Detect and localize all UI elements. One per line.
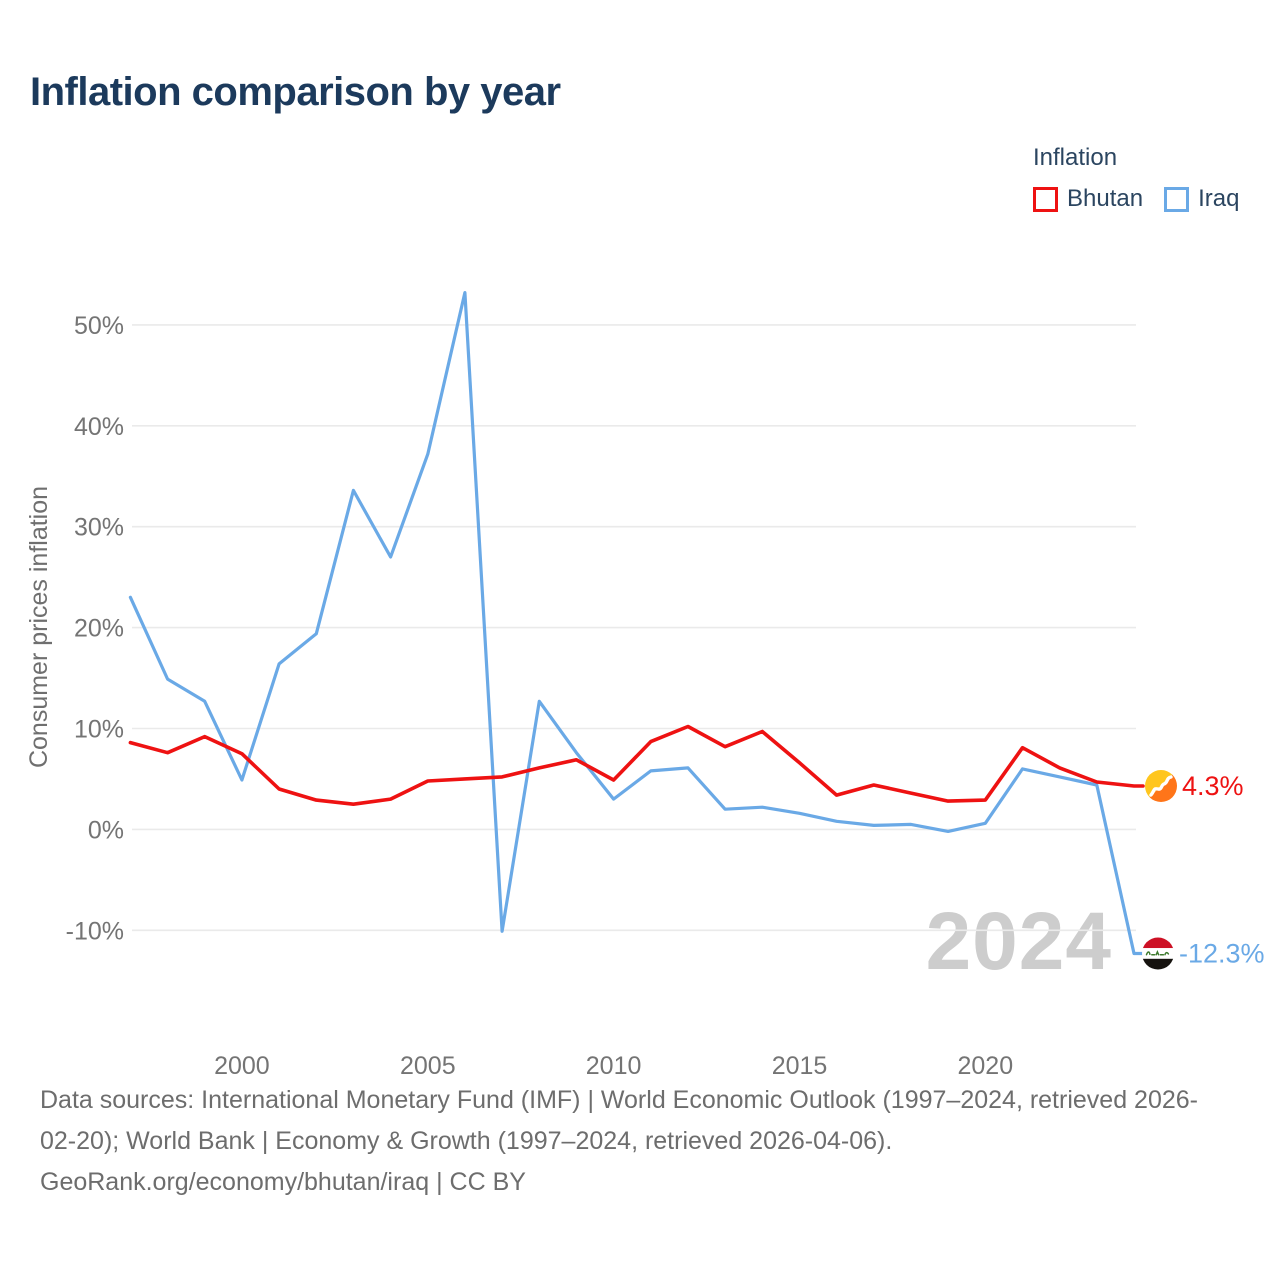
legend-title: Inflation xyxy=(1033,144,1118,171)
y-tick-label: 20% xyxy=(74,615,124,643)
y-tick-label: 0% xyxy=(88,816,124,844)
legend-items: Bhutan Iraq xyxy=(1033,185,1248,213)
gridlines xyxy=(132,324,1136,932)
x-tick-label: 2020 xyxy=(957,1052,1013,1080)
watermark-year: 2024 xyxy=(926,896,1112,987)
x-tick-label: 2005 xyxy=(400,1052,456,1080)
legend: Inflation Bhutan Iraq xyxy=(1033,144,1248,213)
iraq-flag-icon xyxy=(1142,937,1174,970)
y-tick-label: 40% xyxy=(74,413,124,441)
x-tick-label: 2000 xyxy=(214,1052,270,1080)
bhutan-end-value: 4.3% xyxy=(1182,771,1244,801)
iraq-end-label: -12.3% xyxy=(1142,937,1265,970)
footer-line-3: GeoRank.org/economy/bhutan/iraq | CC BY xyxy=(40,1168,526,1196)
legend-item-bhutan[interactable]: Bhutan xyxy=(1033,185,1143,213)
y-axis-ticks: -10% 0% 10% 20% 30% 40% 50% xyxy=(66,312,124,945)
footer-line-1: Data sources: International Monetary Fun… xyxy=(40,1086,1198,1114)
y-tick-label: 10% xyxy=(74,716,124,744)
bhutan-end-label: 4.3% xyxy=(1145,770,1244,802)
y-axis-title: Consumer prices inflation xyxy=(25,486,53,768)
chart-title: Inflation comparison by year xyxy=(30,70,561,114)
bhutan-swatch-icon xyxy=(1033,186,1058,212)
y-tick-label: 30% xyxy=(74,514,124,542)
bhutan-line[interactable] xyxy=(128,724,1145,807)
footer-attribution: Data sources: International Monetary Fun… xyxy=(40,1080,1250,1203)
bhutan-flag-icon xyxy=(1145,770,1177,802)
x-axis-ticks: 2000 2005 2010 2015 2020 xyxy=(214,1052,1013,1080)
x-tick-label: 2010 xyxy=(586,1052,642,1080)
y-tick-label: 50% xyxy=(74,312,124,340)
legend-item-iraq[interactable]: Iraq xyxy=(1164,185,1239,213)
legend-label-iraq: Iraq xyxy=(1198,185,1240,212)
iraq-line[interactable] xyxy=(128,291,1145,956)
y-tick-label: -10% xyxy=(66,917,124,945)
iraq-end-value: -12.3% xyxy=(1179,939,1265,969)
iraq-swatch-icon xyxy=(1164,186,1190,212)
legend-label-bhutan: Bhutan xyxy=(1067,185,1144,212)
footer-line-2: 02-20); World Bank | Economy & Growth (1… xyxy=(40,1127,893,1155)
x-tick-label: 2015 xyxy=(772,1052,828,1080)
